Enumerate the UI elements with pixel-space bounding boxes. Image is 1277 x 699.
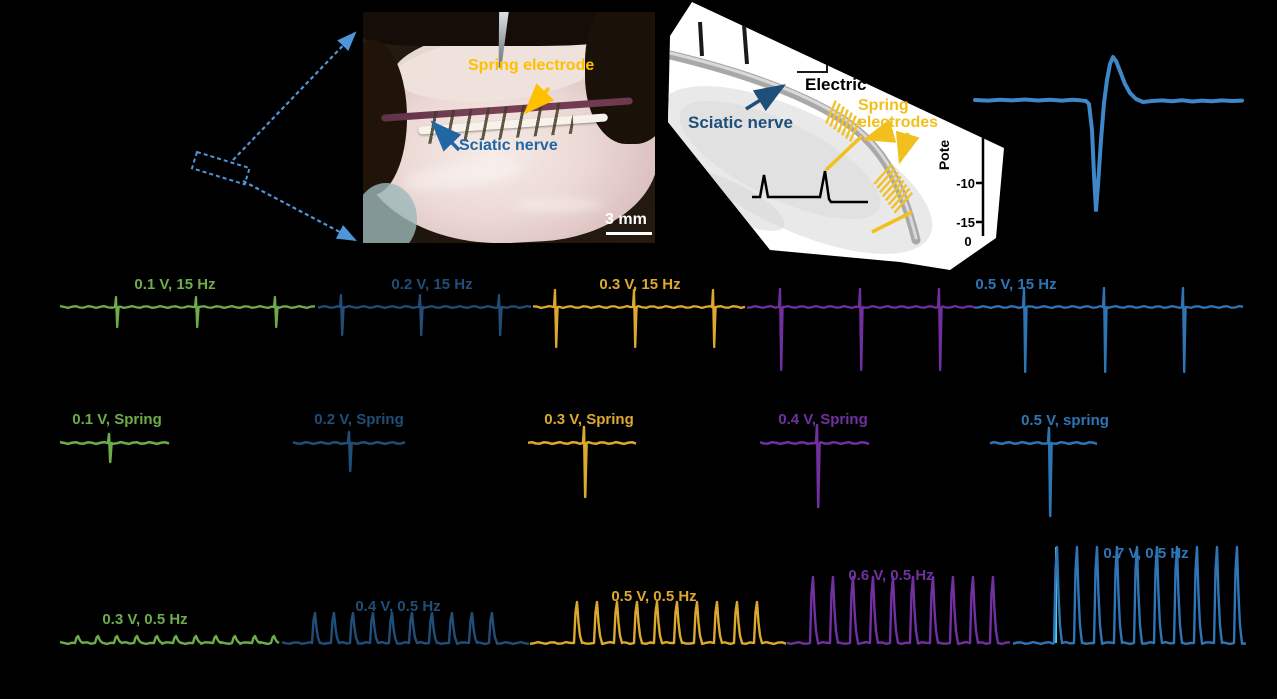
- schematic-nerve-label: Sciatic nerve: [688, 113, 793, 132]
- axis-tick-zero: 0: [964, 234, 971, 249]
- trace-label: 0.3 V, 15 Hz: [599, 276, 680, 293]
- electrode-wire-2: [742, 24, 749, 65]
- trace-label: 0.1 V, Spring: [72, 411, 161, 428]
- schematic: -10 -15 0 Pote: [668, 2, 1004, 270]
- axis-ylabel-fragment: Pote: [936, 140, 952, 171]
- trace-0.5 V, 0.5 Hz: [529, 600, 787, 646]
- photo-spring-arrow: [523, 83, 555, 115]
- trace-segment: [746, 287, 976, 372]
- spring-arrow-upper: [862, 119, 897, 143]
- trace-label: 0.5 V, 0.5 Hz: [611, 588, 696, 605]
- trace-0.3 V, 15 Hz: [532, 288, 746, 349]
- photo-highlight: [513, 197, 603, 213]
- schematic-muscle-shading-inner: [679, 100, 881, 220]
- photo-sciatic-nerve-label: Sciatic nerve: [459, 137, 558, 154]
- trace-0.4 V, 0.5 Hz: [281, 611, 530, 646]
- trace-label: 0.5 V, 15 Hz: [975, 276, 1056, 293]
- trace-0.3 V, 0.5 Hz: [59, 634, 280, 646]
- schematic-electrode-label: Electric: [805, 75, 866, 94]
- scale-bar: [606, 232, 652, 235]
- coil-lead-line-lower: [871, 210, 913, 234]
- callout: [190, 31, 357, 242]
- callout-arrow-lower: [242, 180, 357, 242]
- trace-label: 0.1 V, 15 Hz: [134, 276, 215, 293]
- trace-label: 0.5 V, spring: [1021, 412, 1109, 429]
- trace-label: 0.2 V, Spring: [314, 411, 403, 428]
- stimulus-pulse-waveform: [752, 170, 868, 204]
- trace-label: 0.2 V, 15 Hz: [391, 276, 472, 293]
- trace-label: 0.6 V, 0.5 Hz: [848, 567, 933, 584]
- cap-trace: [973, 55, 1244, 212]
- axis-fragment: -10 -15 0 Pote: [936, 120, 985, 249]
- axis-tick-minus15: -15: [956, 215, 975, 230]
- spring-arrow-lower: [895, 130, 920, 165]
- trace-0.7 V, 0.5 Hz: [1012, 545, 1247, 646]
- trace-0.5 V, spring: [989, 426, 1098, 518]
- trace-0.1 V, Spring: [59, 432, 170, 464]
- trace-label: 0.7 V, 0.5 Hz: [1103, 545, 1188, 562]
- coil-lead-line-upper: [824, 134, 864, 172]
- spring-coil-lower: [873, 163, 914, 214]
- axis-tick-minus10: -10: [956, 176, 975, 191]
- trace-0.4 V, Spring: [759, 423, 870, 509]
- trace-label: 0.4 V, Spring: [778, 411, 867, 428]
- surgical-photo-inset: Spring electrode Sciatic nerve 3 mm: [363, 12, 655, 243]
- traces: 0.1 V, 15 Hz 0.2 V, 15 Hz 0.3 V, 15 Hz 0.5 …: [59, 55, 1247, 646]
- electrode-lead: [797, 64, 828, 73]
- trace-0.3 V, Spring: [527, 425, 637, 499]
- photo-nerve-arrow: [430, 120, 462, 152]
- trace-0.2 V, 15 Hz: [317, 293, 532, 337]
- trace-0.6 V, 0.5 Hz: [786, 575, 1011, 646]
- callout-arrow-upper: [232, 31, 357, 161]
- photo-spring-electrode-label: Spring electrode: [468, 57, 595, 74]
- scale-bar-label: 3 mm: [605, 211, 647, 228]
- photo-drape: [363, 183, 417, 243]
- trace-0.5 V, 15 Hz: [974, 286, 1244, 374]
- trace-0.1 V, 15 Hz: [59, 295, 316, 329]
- schematic-nerve-arrow: [745, 84, 786, 112]
- trace-label: 0.3 V, 0.5 Hz: [102, 611, 187, 628]
- schematic-spring-label-line1: Spring: [858, 97, 909, 114]
- trace-label: 0.3 V, Spring: [544, 411, 633, 428]
- callout-box: [190, 150, 251, 186]
- trace-0.2 V, Spring: [292, 430, 406, 473]
- schematic-spring-label-line2: electrodes: [858, 114, 938, 131]
- electrode-wire-1: [698, 21, 704, 57]
- spring-coil-upper: [825, 100, 861, 142]
- trace-label: 0.4 V, 0.5 Hz: [355, 598, 440, 615]
